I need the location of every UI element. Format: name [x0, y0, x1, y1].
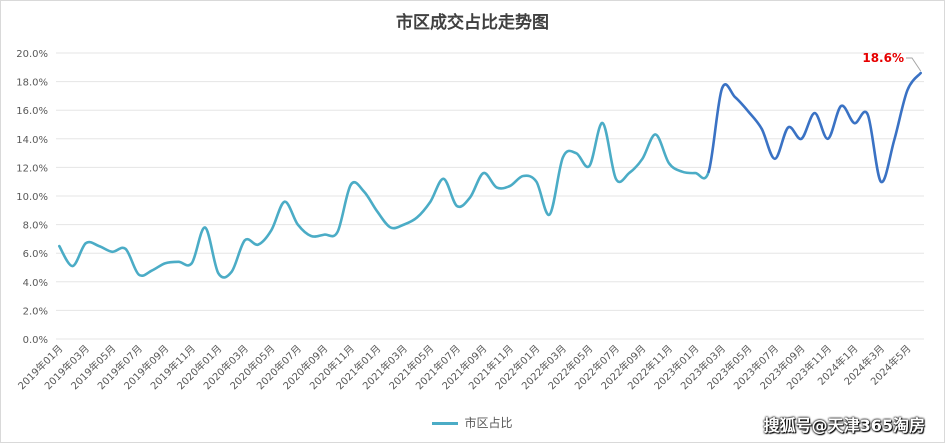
y-tick-label: 18.0% [16, 78, 48, 89]
y-tick-label: 10.0% [16, 192, 48, 203]
annotation-label: 18.6% [862, 51, 904, 65]
y-tick-label: 4.0% [23, 278, 48, 289]
y-tick-label: 20.0% [16, 49, 48, 60]
series-line-highlight [707, 71, 922, 184]
legend-swatch [432, 422, 459, 425]
chart-title: 市区成交占比走势图 [396, 13, 549, 33]
legend: 市区占比 [0, 414, 945, 431]
y-tick-label: 2.0% [23, 306, 48, 317]
y-tick-label: 8.0% [23, 221, 48, 232]
y-tick-label: 6.0% [23, 249, 48, 260]
legend-label: 市区占比 [464, 416, 513, 430]
y-tick-label: 14.0% [16, 135, 48, 146]
x-axis-ticks: 2019年01月2019年03月2019年05月2019年07月2019年09月… [15, 342, 913, 392]
y-tick-label: 12.0% [16, 163, 48, 174]
y-tick-label: 0.0% [23, 335, 48, 346]
watermark: 搜狐号@天津365淘房 [763, 416, 925, 435]
gridlines [56, 52, 924, 340]
annotation-leader [906, 57, 922, 72]
annotation-group: 18.6% [862, 51, 922, 72]
series-line [58, 121, 710, 279]
y-tick-label: 16.0% [16, 106, 48, 117]
y-axis-ticks: 0.0% 2.0% 4.0% 6.0% 8.0% 10.0% 12.0% 14.0% 16.0%… [16, 49, 48, 346]
series-line-group [58, 71, 922, 279]
